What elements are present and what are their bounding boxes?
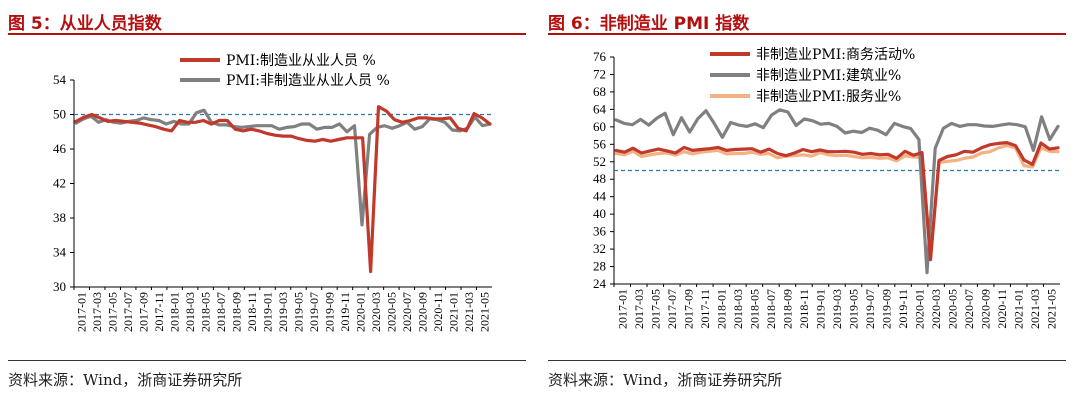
chart-panel-right: 图 6：非制造业 PMI 指数 24 28 32 36 40 44 48 52 56 60 64 68… xyxy=(540,0,1080,405)
source-rule-right xyxy=(548,360,1066,361)
right-x-tick-label: 2018-03 xyxy=(731,289,745,329)
left-x-tick-label: 2020-03 xyxy=(369,292,383,332)
left-x-tick-label: 2020-01 xyxy=(353,292,367,332)
right-x-tick-label: 2019-07 xyxy=(863,289,877,329)
left-x-tick-label: 2019-01 xyxy=(261,292,275,332)
right-x-tick-label: 2018-01 xyxy=(714,289,728,329)
right-x-tick-label: 2019-01 xyxy=(813,289,827,329)
title-rule-right xyxy=(548,33,1066,35)
right-x-tick-label: 2017-01 xyxy=(615,289,629,329)
left-x-tick-label: 2017-01 xyxy=(75,292,89,332)
right-x-tick-label: 2020-01 xyxy=(913,289,927,329)
left-y-tick-label: 50 xyxy=(53,107,66,122)
left-x-tick-label: 2019-03 xyxy=(276,292,290,332)
left-x-tick-label: 2019-09 xyxy=(322,292,336,332)
right-x-tick-label: 2017-11 xyxy=(698,289,712,329)
left-legend-label-1: PMI:制造业从业人员 % xyxy=(226,53,376,69)
left-x-tick-label: 2018-07 xyxy=(214,292,228,332)
left-x-tick-label: 2021-03 xyxy=(462,292,476,332)
right-x-tick-label: 2017-07 xyxy=(665,289,679,329)
right-x-tick-label: 2021-03 xyxy=(1028,289,1042,329)
right-x-tick-label: 2017-05 xyxy=(648,289,662,329)
right-x-tick-label: 2018-05 xyxy=(747,289,761,329)
right-x-tick-label: 2020-07 xyxy=(962,289,976,329)
right-y-tick-label: 40 xyxy=(593,206,606,221)
right-x-tick-label: 2020-05 xyxy=(946,289,960,329)
right-x-tick-label: 2019-05 xyxy=(847,289,861,329)
right-legend-label-2: 非制造业PMI:建筑业% xyxy=(756,68,901,84)
left-x-tick-label: 2019-11 xyxy=(338,292,352,332)
right-y-tick-label: 24 xyxy=(593,276,607,291)
left-x-tick-label: 2017-09 xyxy=(137,292,151,332)
left-x-tick-label: 2020-05 xyxy=(384,292,398,332)
left-x-tick-label: 2018-11 xyxy=(245,292,259,332)
left-x-tick-label: 2017-07 xyxy=(121,292,135,332)
source-rule-left xyxy=(8,360,526,361)
right-x-tick-label: 2017-03 xyxy=(632,289,646,329)
right-x-tick-label: 2020-03 xyxy=(929,289,943,329)
left-x-tick-label: 2018-01 xyxy=(168,292,182,332)
left-x-tick-label: 2017-03 xyxy=(90,292,104,332)
title-rule-left xyxy=(8,33,526,35)
source-note-right: 资料来源：Wind，浙商证券研究所 xyxy=(548,371,783,389)
left-x-tick-label: 2018-09 xyxy=(230,292,244,332)
right-y-tick-label: 60 xyxy=(593,119,606,134)
right-x-tick-label: 2020-11 xyxy=(995,289,1009,329)
right-x-tick-label: 2019-03 xyxy=(830,289,844,329)
right-x-tick-label: 2018-07 xyxy=(764,289,778,329)
left-x-tick-label: 2019-07 xyxy=(307,292,321,332)
right-y-tick-label: 76 xyxy=(593,49,607,64)
right-y-tick-label: 32 xyxy=(593,241,606,256)
left-x-tick-label: 2020-09 xyxy=(415,292,429,332)
left-x-tick-label: 2019-05 xyxy=(291,292,305,332)
right-series-line-1 xyxy=(614,141,1060,262)
right-x-tick-label: 2019-11 xyxy=(896,289,910,329)
right-y-tick-label: 64 xyxy=(593,101,607,116)
left-x-tick-label: 2018-05 xyxy=(199,292,213,332)
right-y-tick-label: 44 xyxy=(593,189,607,204)
left-x-tick-label: 2020-07 xyxy=(400,292,414,332)
right-y-tick-label: 72 xyxy=(593,66,606,81)
right-y-tick-label: 52 xyxy=(593,154,606,169)
left-y-tick-label: 54 xyxy=(53,72,67,87)
right-x-tick-label: 2018-09 xyxy=(780,289,794,329)
right-y-tick-label: 56 xyxy=(593,136,607,151)
right-x-tick-label: 2019-09 xyxy=(880,289,894,329)
source-note-left: 资料来源：Wind，浙商证券研究所 xyxy=(8,371,243,389)
right-y-tick-label: 28 xyxy=(593,259,606,274)
right-y-tick-label: 68 xyxy=(593,84,606,99)
right-x-tick-label: 2017-09 xyxy=(681,289,695,329)
right-y-tick-label: 48 xyxy=(593,171,606,186)
left-x-tick-label: 2017-11 xyxy=(152,292,166,332)
left-y-tick-label: 34 xyxy=(53,245,67,260)
left-y-tick-label: 30 xyxy=(53,279,66,294)
right-y-tick-label: 36 xyxy=(593,224,607,239)
left-series-line-1 xyxy=(74,105,492,274)
left-x-tick-label: 2018-03 xyxy=(183,292,197,332)
chart-title-right: 图 6：非制造业 PMI 指数 xyxy=(548,14,750,34)
left-x-tick-label: 2017-05 xyxy=(106,292,120,332)
left-y-tick-label: 42 xyxy=(53,176,66,191)
right-x-tick-label: 2021-05 xyxy=(1045,289,1059,329)
left-legend-label-2: PMI:非制造业从业人员 % xyxy=(226,73,390,89)
right-legend-label-1: 非制造业PMI:商务活动% xyxy=(756,47,915,63)
right-x-tick-label: 2021-01 xyxy=(1012,289,1026,329)
right-x-tick-label: 2020-09 xyxy=(979,289,993,329)
right-x-tick-label: 2018-11 xyxy=(797,289,811,329)
right-legend-label-3: 非制造业PMI:服务业% xyxy=(756,89,901,105)
chart-title-left: 图 5：从业人员指数 xyxy=(8,14,162,34)
left-series-line-2 xyxy=(74,108,492,227)
left-y-tick-label: 46 xyxy=(53,141,67,156)
right-series-line-3 xyxy=(614,144,1060,259)
left-y-tick-label: 38 xyxy=(53,210,66,225)
left-x-tick-label: 2021-01 xyxy=(446,292,460,332)
left-x-tick-label: 2021-05 xyxy=(477,292,491,332)
right-series-line-2 xyxy=(614,108,1060,275)
chart-panel-left: 图 5：从业人员指数 30 34 38 42 46 50 54 2017-01 2017-03 2… xyxy=(8,14,526,389)
left-x-tick-label: 2020-11 xyxy=(431,292,445,332)
